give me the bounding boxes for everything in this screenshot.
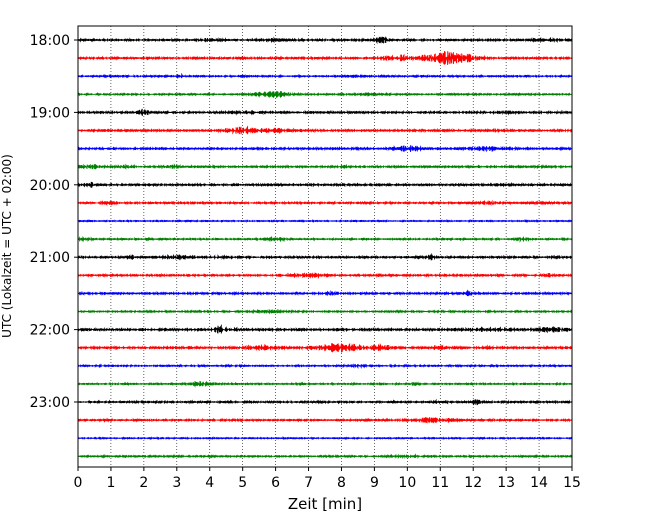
trace-2215 [77, 342, 573, 353]
x-tick-label-7: 7 [304, 475, 313, 491]
y-tick-label-1800: 18:00 [30, 33, 70, 49]
x-tick-label-1: 1 [106, 475, 115, 491]
trace-1830 [77, 72, 573, 79]
trace-2115 [77, 272, 573, 280]
y-tick-label-2200: 22:00 [30, 323, 70, 339]
y-tick-label-2300: 23:00 [30, 395, 70, 411]
trace-1845 [77, 90, 573, 99]
x-tick-label-4: 4 [205, 475, 214, 491]
x-tick-label-15: 15 [563, 475, 581, 491]
y-tick-label-1900: 19:00 [30, 105, 70, 121]
x-tick-label-12: 12 [464, 475, 482, 491]
x-axis-label: Zeit [min] [288, 495, 362, 513]
y-axis-ticks: 18:00 19:00 20:00 21:00 22:00 23:00 [30, 33, 78, 411]
x-tick-label-0: 0 [74, 475, 83, 491]
x-tick-label-2: 2 [139, 475, 148, 491]
trace-2145 [77, 308, 573, 315]
x-tick-label-9: 9 [370, 475, 379, 491]
x-tick-label-3: 3 [172, 475, 181, 491]
y-tick-label-2000: 20:00 [30, 178, 70, 194]
x-tick-label-13: 13 [497, 475, 515, 491]
trace-2030 [77, 218, 573, 224]
trace-2045 [77, 236, 573, 243]
y-axis-label: UTC (Lokalzeit = UTC + 02:00) [0, 154, 14, 338]
trace-1900 [77, 108, 573, 116]
y-tick-label-2100: 21:00 [30, 250, 70, 266]
trace-2230 [77, 363, 573, 369]
trace-2345 [77, 453, 573, 460]
x-tick-label-10: 10 [398, 475, 416, 491]
x-tick-label-6: 6 [271, 475, 280, 491]
trace-2000 [77, 181, 573, 188]
trace-1915 [77, 125, 573, 135]
trace-series [77, 36, 573, 460]
trace-1800 [77, 36, 573, 45]
trace-2200 [77, 323, 573, 334]
x-tick-label-14: 14 [530, 475, 548, 491]
trace-1930 [77, 145, 573, 153]
trace-2330 [77, 436, 573, 441]
trace-2245 [77, 380, 573, 388]
plot-frame [77, 25, 573, 468]
trace-2130 [77, 289, 573, 297]
trace-1815 [77, 50, 573, 66]
x-axis-ticks: 0 1 2 3 4 5 6 7 8 9 10 11 12 13 14 15 [74, 467, 581, 491]
trace-2100 [77, 252, 573, 261]
trace-2300 [77, 398, 573, 406]
x-tick-label-11: 11 [431, 475, 449, 491]
trace-2315 [77, 416, 573, 424]
trace-2015 [77, 199, 573, 207]
x-tick-label-8: 8 [337, 475, 346, 491]
trace-1945 [77, 163, 573, 170]
x-tick-label-5: 5 [238, 475, 247, 491]
